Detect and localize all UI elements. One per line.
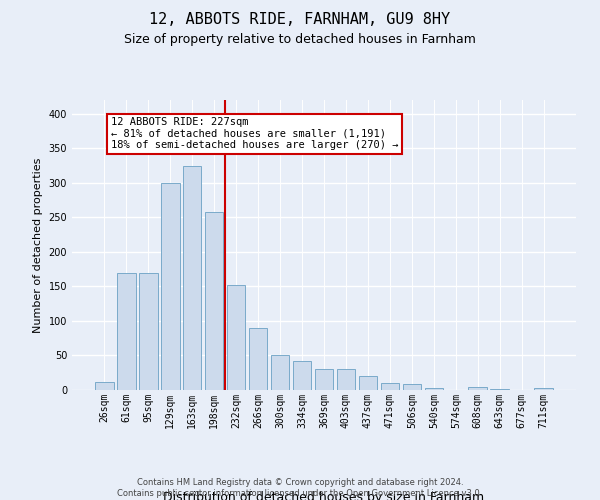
Bar <box>337 370 355 390</box>
Bar <box>139 272 158 390</box>
Bar <box>95 382 113 390</box>
Bar <box>183 166 202 390</box>
Bar <box>380 383 399 390</box>
Bar <box>249 328 268 390</box>
Text: 12, ABBOTS RIDE, FARNHAM, GU9 8HY: 12, ABBOTS RIDE, FARNHAM, GU9 8HY <box>149 12 451 28</box>
Y-axis label: Number of detached properties: Number of detached properties <box>33 158 43 332</box>
Bar <box>403 384 421 390</box>
Bar <box>227 285 245 390</box>
Bar <box>425 388 443 390</box>
Bar <box>117 272 136 390</box>
Text: Size of property relative to detached houses in Farnham: Size of property relative to detached ho… <box>124 32 476 46</box>
Text: Contains HM Land Registry data © Crown copyright and database right 2024.
Contai: Contains HM Land Registry data © Crown c… <box>118 478 482 498</box>
Bar <box>535 388 553 390</box>
Bar <box>359 376 377 390</box>
Bar <box>469 386 487 390</box>
Bar <box>205 212 223 390</box>
Bar <box>293 361 311 390</box>
Bar <box>314 370 334 390</box>
Bar <box>161 183 179 390</box>
Text: 12 ABBOTS RIDE: 227sqm
← 81% of detached houses are smaller (1,191)
18% of semi-: 12 ABBOTS RIDE: 227sqm ← 81% of detached… <box>111 118 398 150</box>
Bar <box>271 356 289 390</box>
X-axis label: Distribution of detached houses by size in Farnham: Distribution of detached houses by size … <box>163 490 485 500</box>
